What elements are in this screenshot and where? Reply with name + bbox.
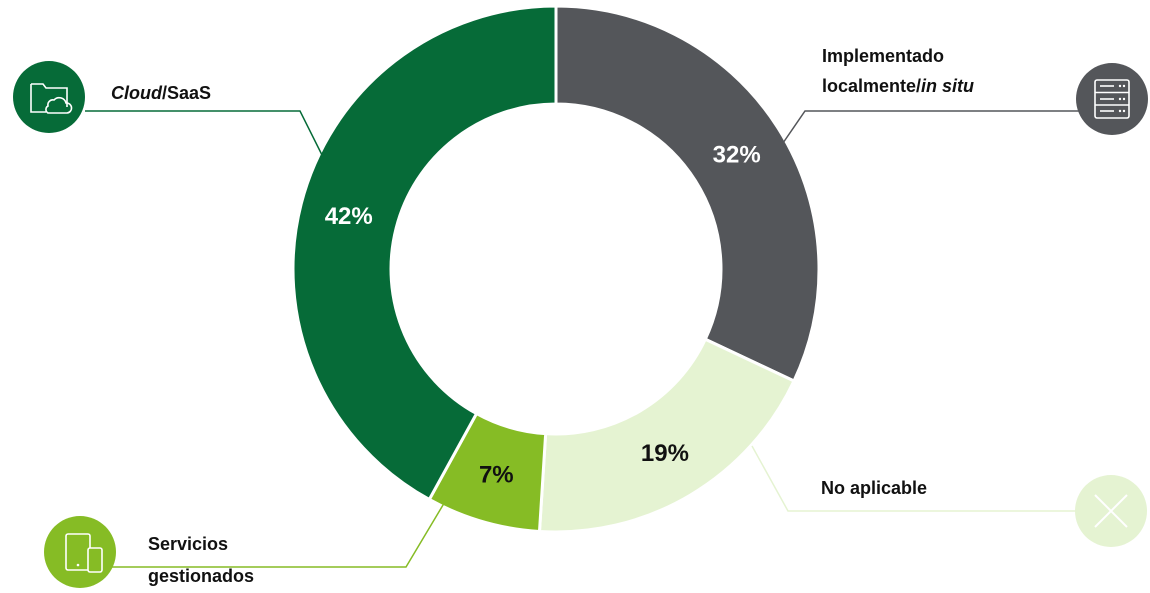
label-onprem-line2: localmente/in situ xyxy=(822,76,974,96)
leader-line-na xyxy=(751,445,1078,512)
pct-label-cloud: 42% xyxy=(325,203,373,230)
leader-line-cloud xyxy=(85,110,323,156)
close-icon xyxy=(1075,475,1147,547)
percent-labels: 32% 19% 7% 42% xyxy=(325,141,761,488)
pct-label-onprem: 32% xyxy=(713,141,761,168)
pct-label-managed: 7% xyxy=(479,462,514,489)
slice-na xyxy=(537,337,796,534)
slice-cloud xyxy=(291,4,558,502)
label-na: No aplicable xyxy=(821,478,927,498)
server-icon xyxy=(1076,63,1148,135)
slice-onprem xyxy=(554,4,821,383)
devices-icon xyxy=(44,516,116,588)
label-managed-line1: Servicios xyxy=(148,534,228,554)
leader-line-managed xyxy=(102,499,447,568)
leader-line-onprem xyxy=(782,110,1085,144)
pct-label-na: 19% xyxy=(641,440,689,467)
label-managed-line2: gestionados xyxy=(148,566,254,586)
label-onprem-line1: Implementado xyxy=(822,46,944,66)
donut-slices xyxy=(291,4,821,534)
cloud-folder-icon xyxy=(13,61,85,133)
label-cloud: Cloud/SaaS xyxy=(111,83,211,103)
